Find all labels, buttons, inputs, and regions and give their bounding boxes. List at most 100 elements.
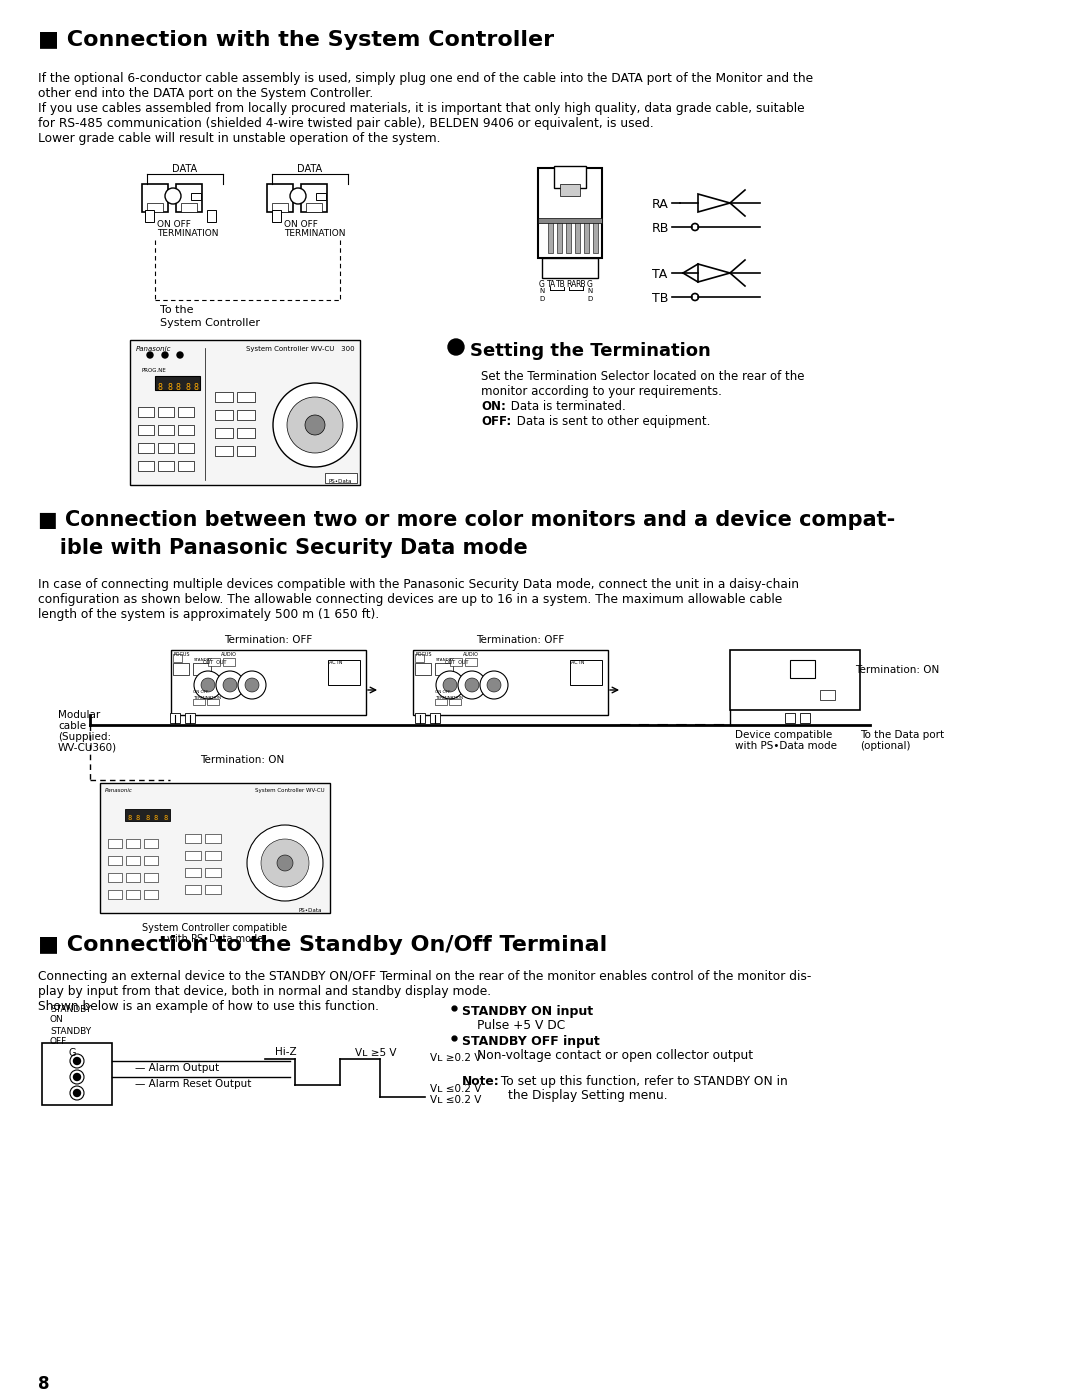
Text: Termination: ON: Termination: ON [200,755,284,765]
Bar [237,410,255,420]
Text: Termination: ON: Termination: ON [855,665,940,674]
Text: TA: TA [548,280,556,290]
Circle shape [691,224,699,231]
Text: PS•Data: PS•Data [298,908,322,914]
Circle shape [194,672,222,700]
Text: D: D [539,297,544,302]
Circle shape [465,679,480,693]
Bar [557,222,562,253]
Text: cable: cable [58,720,86,732]
Bar [100,783,330,914]
Text: — Alarm Output: — Alarm Output [135,1063,219,1073]
Bar [820,690,835,700]
Text: the Display Setting menu.: the Display Setting menu. [477,1088,667,1102]
Text: 8: 8 [163,816,167,821]
Text: OUT  OUT: OUT OUT [445,660,469,665]
Bar [413,651,608,715]
Text: System Controller: System Controller [160,318,260,327]
Text: (optional): (optional) [860,741,910,751]
Bar [176,185,202,213]
Circle shape [177,353,183,358]
Text: RA: RA [652,199,669,211]
Text: length of the system is approximately 500 m (1 650 ft).: length of the system is approximately 50… [38,609,379,621]
Text: Hi-Z: Hi-Z [275,1046,297,1058]
Bar [548,222,553,253]
Text: ON OFF: ON OFF [157,220,191,229]
Bar [554,166,586,187]
Text: System Controller compatible: System Controller compatible [143,923,287,933]
Bar [237,446,255,456]
Text: with PS•Data mode: with PS•Data mode [735,741,837,751]
Circle shape [287,397,343,453]
Text: To the Data port: To the Data port [860,730,944,740]
Text: ON OFF: ON OFF [284,220,318,229]
Text: G: G [68,1048,76,1058]
Text: AUDIO: AUDIO [463,652,478,658]
Text: 8: 8 [38,1375,50,1393]
Bar [570,660,602,686]
Bar [205,851,221,860]
Text: STANDBY ON input: STANDBY ON input [462,1004,593,1018]
Text: AUDIO: AUDIO [221,652,237,658]
Text: ■ Connection to the Standby On/Off Terminal: ■ Connection to the Standby On/Off Termi… [38,935,607,956]
Bar [450,658,462,666]
Bar [138,425,154,435]
Bar [215,446,233,456]
Text: ON: ON [50,1016,64,1024]
Text: configuration as shown below. The allowable connecting devices are up to 16 in a: configuration as shown below. The allowa… [38,593,782,606]
Text: Pulse +5 V DC: Pulse +5 V DC [477,1018,565,1032]
Text: Device compatible: Device compatible [735,730,833,740]
Text: TERMINATION: TERMINATION [435,695,463,700]
Circle shape [147,353,153,358]
Circle shape [691,294,699,301]
Bar [415,663,431,674]
Text: PROG.NE: PROG.NE [141,368,166,374]
Bar [785,713,795,723]
Bar [185,867,201,877]
Bar [789,660,815,679]
Bar [178,443,194,453]
Text: OFF: OFF [50,1037,67,1046]
Text: Vʟ ≥0.2 V: Vʟ ≥0.2 V [430,1053,482,1063]
Polygon shape [698,264,730,283]
Bar [185,834,201,844]
Bar [193,700,205,705]
Text: Vʟ ≥5 V: Vʟ ≥5 V [355,1048,396,1058]
Text: 8: 8 [127,816,132,821]
Text: ON OFF: ON OFF [193,690,208,694]
Bar [561,185,580,196]
Text: TA: TA [652,269,667,281]
Circle shape [443,679,457,693]
Text: System Controller WV-CU   300: System Controller WV-CU 300 [246,346,355,353]
Text: G: G [588,280,593,290]
Bar [126,890,140,900]
Text: Setting the Termination: Setting the Termination [470,341,711,360]
Text: D: D [588,297,593,302]
Bar [141,185,168,213]
Bar [272,210,281,222]
Text: with PS•Data mode: with PS•Data mode [167,935,264,944]
Bar [138,462,154,471]
Circle shape [487,679,501,693]
Bar [158,407,174,417]
Text: STANDBY: STANDBY [50,1027,91,1037]
Text: Vʟ ≤0.2 V: Vʟ ≤0.2 V [430,1084,482,1094]
Text: Termination: OFF: Termination: OFF [224,635,312,645]
Text: TB: TB [556,280,566,290]
Text: STANDBY: STANDBY [436,658,455,662]
Text: 8: 8 [185,383,190,392]
Circle shape [458,672,486,700]
Circle shape [291,187,306,204]
Bar [538,218,602,222]
Circle shape [222,679,237,693]
Bar [144,856,158,865]
Text: Data is sent to other equipment.: Data is sent to other equipment. [513,416,711,428]
Bar [465,658,477,666]
Text: Panasonic: Panasonic [136,346,172,353]
Bar [130,340,360,485]
Text: 8: 8 [136,816,140,821]
Bar [138,443,154,453]
Text: — Alarm Reset Output: — Alarm Reset Output [135,1079,252,1088]
Text: 8: 8 [154,816,159,821]
Bar [170,713,180,723]
